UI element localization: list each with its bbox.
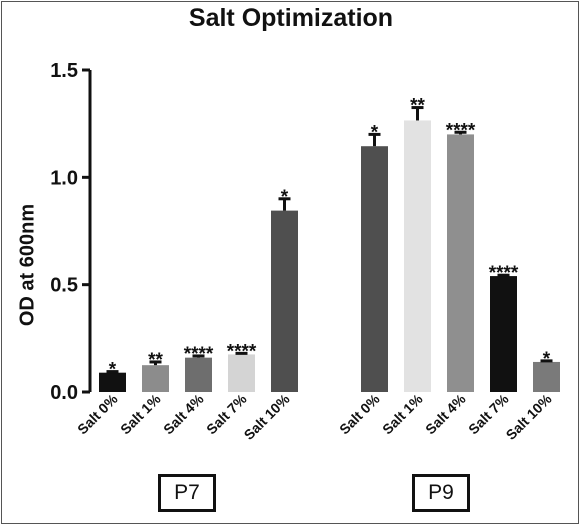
x-tick-label: Salt 4% <box>160 390 207 437</box>
significance-label: * <box>281 187 289 208</box>
x-tick-label: Salt 1% <box>379 390 426 437</box>
bar <box>447 134 474 392</box>
significance-label: **** <box>446 120 476 141</box>
significance-label: * <box>371 122 379 143</box>
group-label-p9: P9 <box>412 474 470 512</box>
y-tick-label: 1.0 <box>50 167 78 189</box>
group-label-p7: P7 <box>158 474 216 512</box>
x-tick-label: Salt 4% <box>422 390 469 437</box>
bar <box>271 210 298 392</box>
significance-label: ** <box>410 96 425 117</box>
x-tick-label: Salt 0% <box>336 390 383 437</box>
significance-label: * <box>543 349 551 370</box>
x-tick-label: Salt 1% <box>117 390 164 437</box>
significance-label: **** <box>184 344 214 365</box>
x-tick-label: Salt 0% <box>74 390 121 437</box>
bar <box>361 146 388 392</box>
x-tick-label: Salt 10% <box>503 390 555 442</box>
y-tick-label: 0.0 <box>50 382 78 404</box>
chart-title: Salt Optimization <box>188 4 394 32</box>
significance-label: * <box>109 360 117 381</box>
significance-label: **** <box>227 341 257 362</box>
bar <box>99 372 126 392</box>
bar <box>142 365 169 392</box>
bar <box>533 361 560 392</box>
significance-label: ** <box>148 350 163 371</box>
bar <box>490 276 517 392</box>
bar <box>228 354 255 392</box>
x-tick-label: Salt 10% <box>241 390 293 442</box>
significance-label: **** <box>489 263 519 284</box>
y-tick-label: 1.5 <box>50 60 78 82</box>
bar <box>185 357 212 392</box>
bar <box>404 120 431 393</box>
y-tick-label: 0.5 <box>50 275 78 297</box>
